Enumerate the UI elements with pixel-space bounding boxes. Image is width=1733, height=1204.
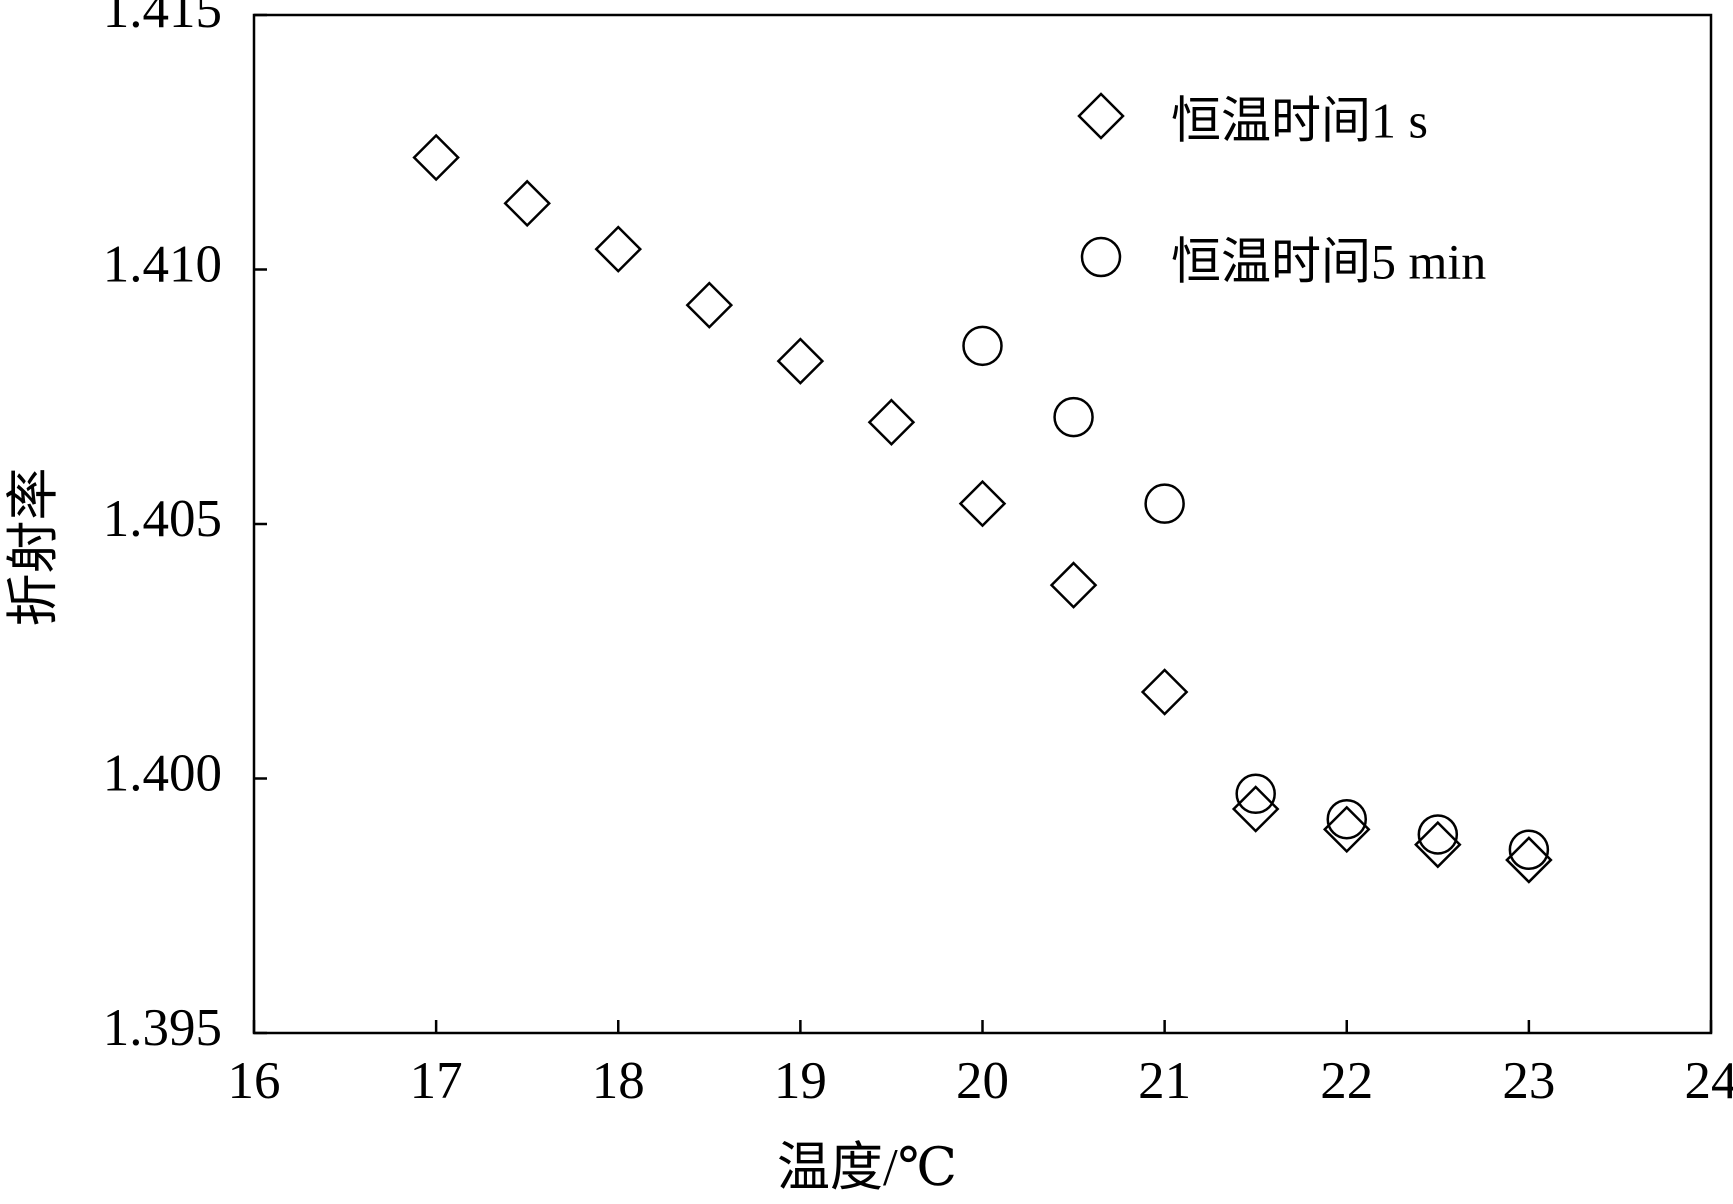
legend-label: 恒温时间5 min: [1171, 233, 1486, 289]
x-tick-label: 18: [592, 1052, 645, 1110]
x-tick-label: 20: [956, 1052, 1009, 1110]
data-point: [1144, 483, 1185, 524]
data-point: [503, 179, 551, 228]
x-tick-label: 23: [1502, 1052, 1555, 1110]
data-point: [412, 133, 460, 182]
x-tick-label: 17: [410, 1052, 463, 1110]
legend-label: 恒温时间1 s: [1171, 92, 1428, 148]
data-point: [1508, 829, 1550, 871]
data-point: [1322, 805, 1371, 854]
y-tick-label: 1.395: [103, 999, 222, 1057]
legend-marker: [1077, 92, 1125, 140]
data-point: [776, 337, 825, 385]
x-tick-label: 24: [1685, 1052, 1733, 1110]
x-tick-label: 22: [1320, 1052, 1373, 1110]
data-point: [1414, 820, 1462, 869]
data-point: [594, 225, 643, 273]
data-point: [1417, 814, 1459, 855]
data-point: [685, 281, 734, 329]
y-axis-title: 折射率: [5, 468, 63, 627]
data-point: [1053, 396, 1094, 438]
y-tick-label: 1.415: [103, 0, 222, 39]
x-tick-label: 19: [774, 1052, 827, 1110]
data-point: [1326, 798, 1367, 840]
x-tick-label: 16: [228, 1052, 281, 1110]
y-tick-label: 1.405: [103, 490, 222, 548]
legend-marker: [1080, 236, 1122, 278]
x-tick-label: 21: [1138, 1052, 1191, 1110]
y-tick-label: 1.400: [103, 745, 222, 803]
data-point: [962, 325, 1003, 367]
data-point: [958, 479, 1007, 528]
y-tick-label: 1.410: [103, 236, 222, 294]
data-point: [1235, 773, 1276, 815]
x-axis-title: 温度/℃: [777, 1139, 957, 1197]
data-point: [1049, 561, 1098, 609]
data-point: [1140, 668, 1189, 716]
data-point: [867, 398, 916, 446]
data-point: [1505, 836, 1553, 884]
data-point: [1231, 785, 1280, 833]
